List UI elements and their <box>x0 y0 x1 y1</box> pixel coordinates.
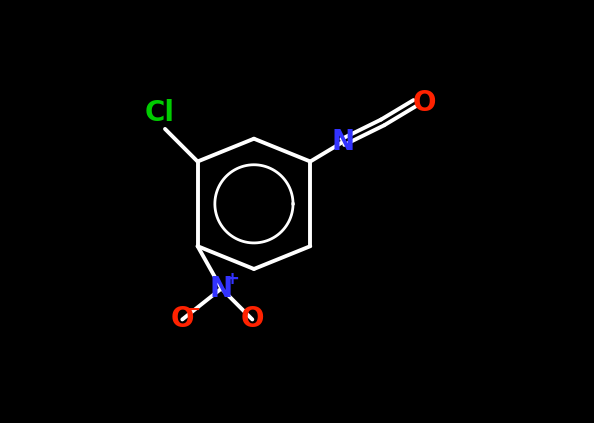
Text: N: N <box>331 128 355 156</box>
Text: O: O <box>241 305 264 333</box>
Text: N: N <box>210 275 233 302</box>
Text: +: + <box>223 270 239 288</box>
Text: −: − <box>185 301 200 319</box>
Text: O: O <box>170 305 194 333</box>
Text: O: O <box>413 89 436 117</box>
Text: Cl: Cl <box>144 99 175 126</box>
